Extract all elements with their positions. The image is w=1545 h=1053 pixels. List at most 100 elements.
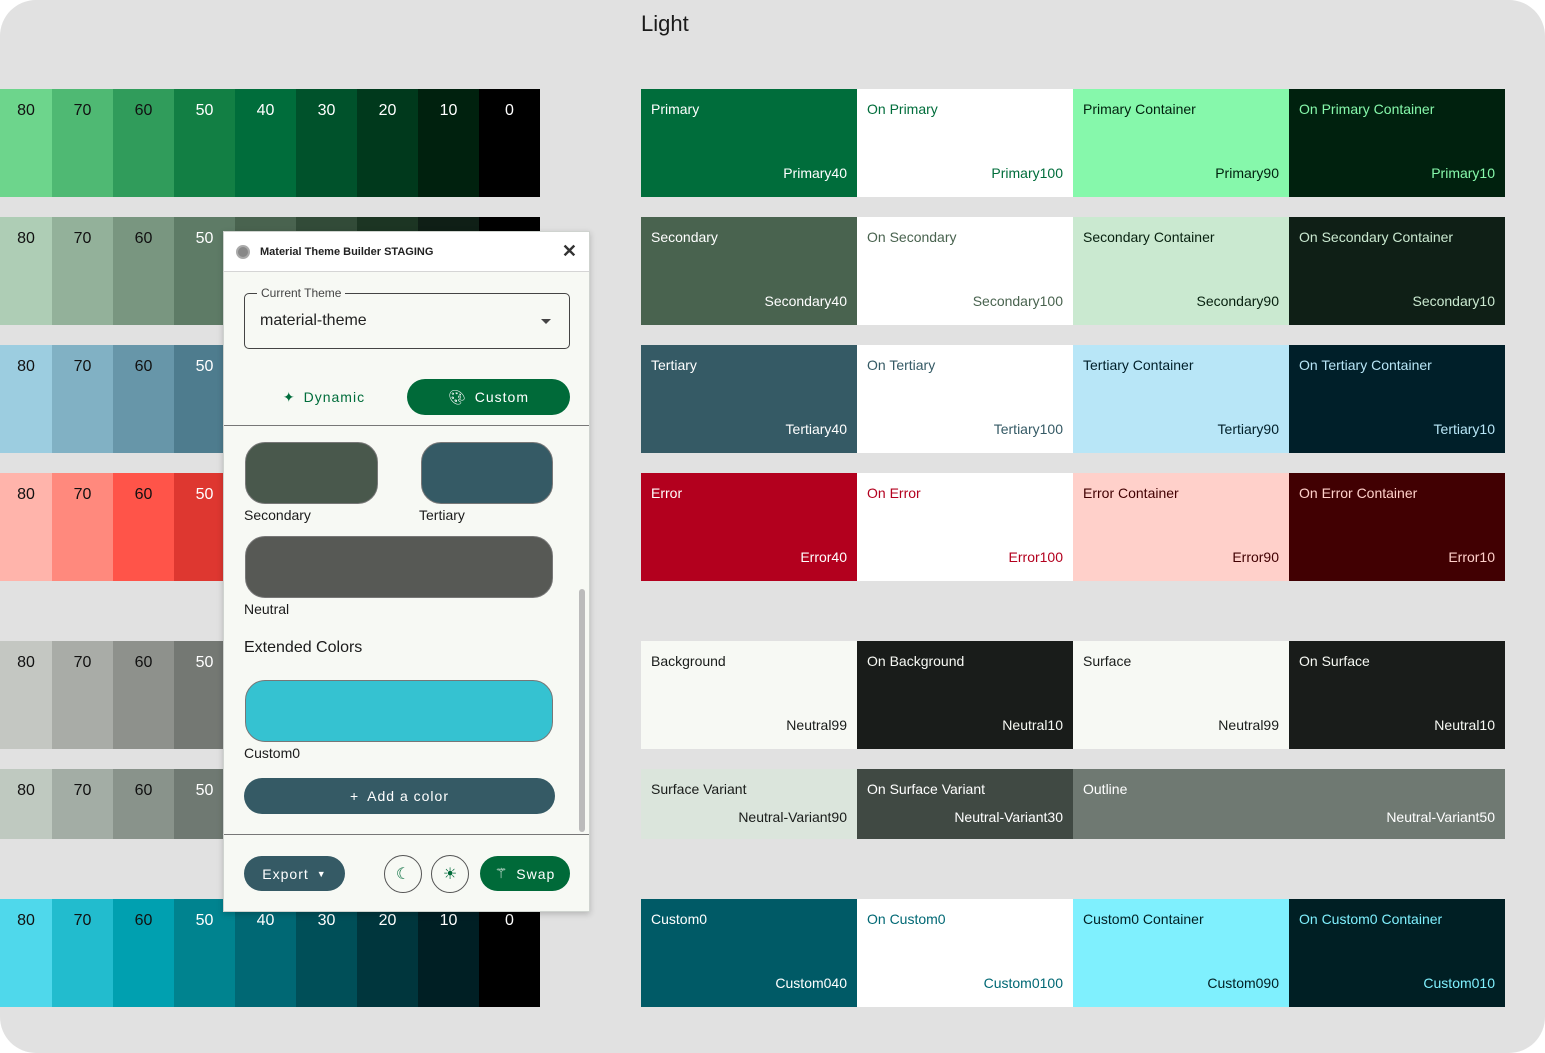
scheme-card[interactable]: On Error Error100 xyxy=(857,473,1073,581)
scheme-card[interactable]: On Custom0 Custom0100 xyxy=(857,899,1073,1007)
scheme-card[interactable]: Outline Neutral-Variant50 xyxy=(1073,769,1505,839)
add-color-button[interactable]: + Add a color xyxy=(244,778,555,814)
role-tone: Tertiary100 xyxy=(993,421,1063,437)
tone-swatch[interactable]: 70 xyxy=(52,89,113,197)
scheme-card[interactable]: Surface Variant Neutral-Variant90 xyxy=(641,769,857,839)
current-theme-value: material-theme xyxy=(260,312,367,329)
dark-mode-button[interactable]: ☾ xyxy=(384,855,422,893)
scheme-card[interactable]: On Tertiary Tertiary100 xyxy=(857,345,1073,453)
tone-swatch[interactable]: 60 xyxy=(113,769,174,839)
secondary-swatch[interactable] xyxy=(245,442,378,504)
tone-swatch[interactable]: 60 xyxy=(113,473,174,581)
scheme-card[interactable]: On Surface Variant Neutral-Variant30 xyxy=(857,769,1073,839)
role-name: Secondary xyxy=(651,229,718,245)
scheme-card[interactable]: On Secondary Secondary100 xyxy=(857,217,1073,325)
custom0-swatch[interactable] xyxy=(245,680,553,742)
magic-wand-icon: ⚚ xyxy=(494,865,509,881)
role-name: Background xyxy=(651,653,726,669)
tone-swatch[interactable]: 50 xyxy=(174,899,235,1007)
swap-button[interactable]: ⚚ Swap xyxy=(480,856,570,891)
scheme-card[interactable]: Primary Primary40 xyxy=(641,89,857,197)
scheme-card[interactable]: Background Neutral99 xyxy=(641,641,857,749)
role-tone: Primary90 xyxy=(1215,165,1279,181)
custom-label: Custom xyxy=(474,389,529,405)
tone-swatch[interactable]: 80 xyxy=(0,217,52,325)
plugin-header: Material Theme Builder STAGING ✕ xyxy=(224,232,589,272)
tone-swatch[interactable]: 80 xyxy=(0,473,52,581)
role-tone: Secondary100 xyxy=(972,293,1063,309)
tone-swatch[interactable]: 70 xyxy=(52,473,113,581)
tone-swatch[interactable]: 0 xyxy=(479,89,540,197)
neutral-swatch[interactable] xyxy=(245,536,553,598)
role-tone: Neutral-Variant30 xyxy=(954,809,1063,825)
scheme-card[interactable]: Tertiary Container Tertiary90 xyxy=(1073,345,1289,453)
tone-swatch[interactable]: 70 xyxy=(52,345,113,453)
tone-swatch[interactable]: 60 xyxy=(113,217,174,325)
scheme-card[interactable]: On Error Container Error10 xyxy=(1289,473,1505,581)
tone-swatch[interactable]: 80 xyxy=(0,899,52,1007)
tone-swatch[interactable]: 30 xyxy=(296,899,357,1007)
current-theme-select[interactable]: Current Theme material-theme xyxy=(244,286,570,349)
scheme-card[interactable]: On Primary Primary100 xyxy=(857,89,1073,197)
role-tone: Neutral-Variant90 xyxy=(738,809,847,825)
role-name: Error xyxy=(651,485,683,501)
tone-swatch[interactable]: 60 xyxy=(113,641,174,749)
tone-swatch[interactable]: 40 xyxy=(235,899,296,1007)
role-tone: Neutral10 xyxy=(1434,717,1495,733)
tone-swatch[interactable]: 80 xyxy=(0,89,52,197)
tone-swatch[interactable]: 40 xyxy=(235,89,296,197)
tone-swatch[interactable]: 60 xyxy=(113,89,174,197)
role-name: On Tertiary xyxy=(867,357,936,373)
scheme-card[interactable]: On Background Neutral10 xyxy=(857,641,1073,749)
tone-swatch[interactable]: 0 xyxy=(479,899,540,1007)
close-icon[interactable]: ✕ xyxy=(561,241,577,261)
tone-swatch[interactable]: 70 xyxy=(52,641,113,749)
scheme-card[interactable]: On Secondary Container Secondary10 xyxy=(1289,217,1505,325)
plugin-title: Material Theme Builder STAGING xyxy=(260,245,434,258)
scheme-card[interactable]: On Tertiary Container Tertiary10 xyxy=(1289,345,1505,453)
scheme-card[interactable]: Secondary Container Secondary90 xyxy=(1073,217,1289,325)
scheme-card[interactable]: Error Container Error90 xyxy=(1073,473,1289,581)
scheme-card[interactable]: Tertiary Tertiary40 xyxy=(641,345,857,453)
light-mode-button[interactable]: ☀ xyxy=(431,855,469,893)
scheme-card[interactable]: On Custom0 Container Custom010 xyxy=(1289,899,1505,1007)
scheme-card[interactable]: Secondary Secondary40 xyxy=(641,217,857,325)
role-name: On Secondary Container xyxy=(1299,229,1454,245)
scheme-card[interactable]: On Surface Neutral10 xyxy=(1289,641,1505,749)
tone-swatch[interactable]: 70 xyxy=(52,769,113,839)
tone-swatch[interactable]: 20 xyxy=(357,899,418,1007)
scheme-card[interactable]: Primary Container Primary90 xyxy=(1073,89,1289,197)
scheme-card[interactable]: Surface Neutral99 xyxy=(1073,641,1289,749)
tone-swatch[interactable]: 80 xyxy=(0,769,52,839)
role-name: On Custom0 Container xyxy=(1299,911,1443,927)
tone-swatch[interactable]: 80 xyxy=(0,345,52,453)
scheme-card[interactable]: Custom0 Container Custom090 xyxy=(1073,899,1289,1007)
role-name: Custom0 Container xyxy=(1083,911,1204,927)
tone-swatch[interactable]: 30 xyxy=(296,89,357,197)
role-tone: Neutral99 xyxy=(786,717,847,733)
role-tone: Error40 xyxy=(800,549,847,565)
divider xyxy=(224,834,589,835)
custom-tab[interactable]: 🎨︎ Custom xyxy=(407,379,570,415)
palette-row-custom0: 80 70 60 50 40 30 20 10 0 xyxy=(0,899,540,1007)
role-tone: Error90 xyxy=(1232,549,1279,565)
scrollbar[interactable] xyxy=(579,589,585,832)
dynamic-tab[interactable]: ✦ Dynamic xyxy=(264,379,384,415)
tone-swatch[interactable]: 60 xyxy=(113,899,174,1007)
export-label: Export xyxy=(262,865,309,882)
scheme-card[interactable]: Error Error40 xyxy=(641,473,857,581)
role-tone: Custom0100 xyxy=(983,975,1063,991)
scheme-card[interactable]: Custom0 Custom040 xyxy=(641,899,857,1007)
tone-swatch[interactable]: 10 xyxy=(418,89,479,197)
tertiary-swatch[interactable] xyxy=(421,442,553,504)
caret-down-icon: ▼ xyxy=(316,868,327,879)
export-button[interactable]: Export ▼ xyxy=(244,856,345,891)
tone-swatch[interactable]: 20 xyxy=(357,89,418,197)
tone-swatch[interactable]: 50 xyxy=(174,89,235,197)
tone-swatch[interactable]: 80 xyxy=(0,641,52,749)
tone-swatch[interactable]: 10 xyxy=(418,899,479,1007)
tone-swatch[interactable]: 70 xyxy=(52,899,113,1007)
tone-swatch[interactable]: 60 xyxy=(113,345,174,453)
scheme-card[interactable]: On Primary Container Primary10 xyxy=(1289,89,1505,197)
tone-swatch[interactable]: 70 xyxy=(52,217,113,325)
